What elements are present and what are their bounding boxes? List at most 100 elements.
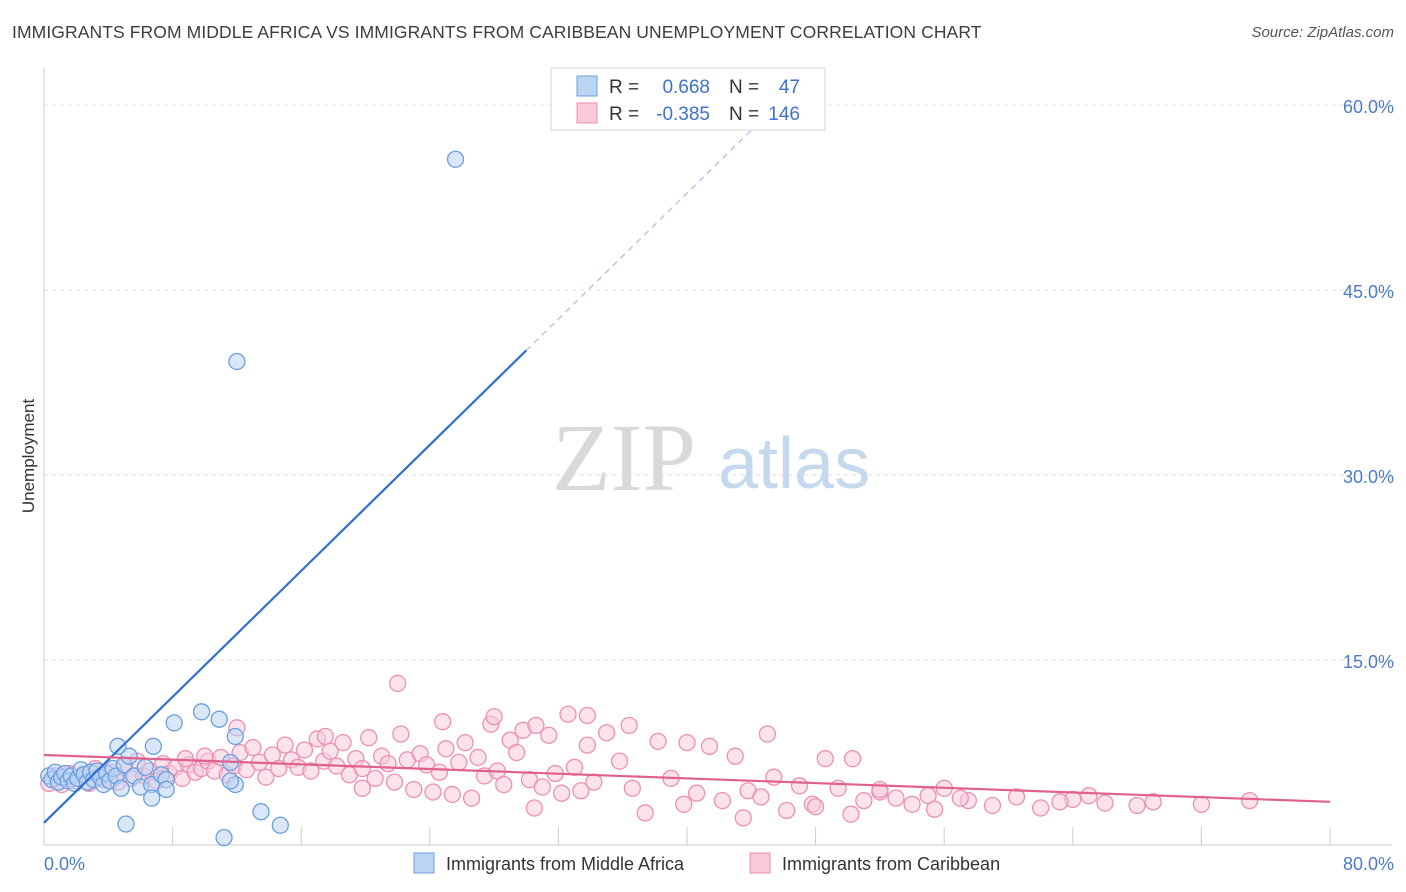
caribbean-point-126 [843, 750, 862, 768]
africa-point-47 [446, 150, 465, 168]
y-tick-label-1: 30.0% [1343, 467, 1394, 487]
caribbean-point-45 [334, 733, 352, 752]
africa-point-37 [192, 703, 211, 721]
caribbean-point-48 [353, 759, 371, 778]
caribbean-point-100 [790, 777, 809, 795]
caribbean-point-81 [565, 758, 584, 776]
x-minor-ticks [43, 827, 1331, 845]
caribbean-point-117 [1144, 793, 1162, 811]
watermark-atlas: atlas [718, 424, 870, 504]
caribbean-point-93 [700, 737, 719, 755]
caribbean-point-104 [842, 805, 860, 823]
caribbean-point-70 [495, 775, 513, 794]
caribbean-point-132 [734, 809, 752, 827]
caribbean-point-114 [1032, 799, 1050, 817]
legend-box: R = 0.668 N = 47 R = -0.385 N = 146 [550, 67, 826, 131]
chart-title: IMMIGRANTS FROM MIDDLE AFRICA VS IMMIGRA… [12, 22, 982, 42]
africa-point-45 [271, 816, 289, 834]
caribbean-point-59 [424, 783, 442, 801]
caribbean-point-76 [533, 778, 551, 796]
caribbean-point-50 [366, 769, 384, 788]
y-tick-label-0: 15.0% [1343, 652, 1394, 672]
africa-point-46 [228, 352, 246, 371]
bottom-legend-label-africa: Immigrants from Middle Africa [446, 854, 685, 874]
caribbean-point-119 [1240, 791, 1259, 810]
africa-point-33 [157, 780, 175, 799]
caribbean-point-121 [388, 674, 407, 693]
caribbean-point-139 [1080, 787, 1098, 805]
caribbean-point-62 [443, 785, 461, 804]
bottom-legend-swatch-africa [413, 852, 435, 874]
x-tick-label-0: 0.0% [44, 854, 85, 874]
africa-point-36 [165, 714, 183, 732]
caribbean-point-122 [485, 708, 503, 726]
africa-trend-line [43, 349, 528, 824]
africa-point-24 [120, 747, 138, 765]
legend-swatch-pink [576, 102, 598, 124]
caribbean-point-60 [430, 763, 449, 781]
caribbean-point-112 [983, 796, 1002, 815]
caribbean-point-131 [353, 779, 371, 797]
legend-r-value-1: 0.668 [662, 77, 710, 98]
africa-point-22 [112, 779, 130, 797]
caribbean-point-120 [434, 713, 452, 731]
caribbean-point-88 [636, 804, 654, 822]
caribbean-point-72 [507, 743, 526, 762]
caribbean-point-82 [572, 782, 590, 800]
y-tick-labels: 15.0% 30.0% 45.0% 60.0% [1343, 97, 1394, 672]
caribbean-point-49 [360, 729, 378, 747]
y-tick-label-2: 45.0% [1343, 282, 1394, 302]
caribbean-point-36 [276, 736, 294, 754]
axes [43, 68, 1392, 846]
caribbean-point-89 [649, 732, 667, 751]
caribbean-point-108 [903, 795, 921, 813]
caribbean-point-39 [295, 741, 314, 759]
caribbean-point-86 [610, 752, 629, 770]
caribbean-point-141 [176, 750, 195, 768]
caribbean-point-134 [806, 798, 825, 816]
chart-source: Source: ZipAtlas.com [1251, 24, 1394, 41]
legend-n-label-2: N = [729, 104, 759, 125]
africa-point-30 [144, 737, 162, 755]
watermark: ZIP atlas [552, 404, 870, 511]
caribbean-point-77 [540, 726, 558, 744]
caribbean-point-40 [302, 762, 320, 780]
caribbean-point-52 [379, 754, 397, 773]
caribbean-trend-line [43, 753, 1331, 803]
caribbean-point-130 [525, 799, 543, 817]
caribbean-point-105 [855, 791, 873, 810]
caribbean-point-33 [257, 768, 275, 786]
caribbean-point-84 [585, 773, 603, 791]
caribbean-point-56 [405, 780, 423, 799]
legend-r-label-1: R = [609, 77, 639, 98]
caribbean-point-107 [887, 789, 905, 807]
y-tick-label-3: 60.0% [1343, 97, 1394, 117]
caribbean-point-61 [437, 740, 455, 758]
caribbean-point-102 [816, 750, 834, 768]
caribbean-point-138 [871, 780, 889, 799]
caribbean-point-63 [450, 753, 468, 772]
x-tick-labels: 0.0% 80.0% [44, 854, 1394, 874]
caribbean-point-65 [462, 789, 481, 807]
legend-n-value-2: 146 [768, 104, 800, 125]
legend-r-value-2: -0.385 [656, 104, 710, 125]
africa-point-29 [109, 737, 127, 755]
caribbean-point-31 [244, 738, 262, 757]
bottom-legend: Immigrants from Middle Africa Immigrants… [413, 852, 1000, 874]
caribbean-point-79 [552, 784, 571, 802]
africa-trend-extension [525, 98, 784, 351]
caribbean-point-66 [469, 748, 487, 767]
africa-point-44 [252, 803, 270, 821]
africa-point-39 [226, 727, 244, 746]
caribbean-point-95 [726, 747, 744, 765]
bottom-legend-swatch-caribbean [749, 852, 771, 874]
grid-lines [44, 104, 1392, 661]
caribbean-point-91 [675, 795, 693, 813]
caribbean-point-133 [925, 800, 944, 818]
caribbean-point-113 [1007, 788, 1026, 806]
africa-point-42 [221, 772, 240, 790]
caribbean-point-123 [578, 706, 596, 725]
legend-n-label-1: N = [729, 77, 759, 98]
caribbean-point-92 [687, 784, 706, 802]
